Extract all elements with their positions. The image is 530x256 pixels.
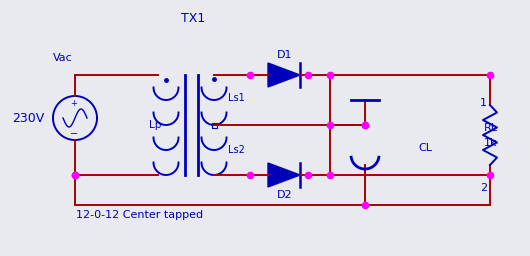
Text: −: − xyxy=(70,129,78,139)
Text: 1: 1 xyxy=(480,98,487,108)
Polygon shape xyxy=(268,163,300,187)
Text: 12-0-12 Center tapped: 12-0-12 Center tapped xyxy=(76,210,204,220)
Text: D2: D2 xyxy=(277,190,293,200)
Text: RL: RL xyxy=(484,123,498,133)
Text: +: + xyxy=(70,100,77,109)
Text: CL: CL xyxy=(418,143,432,153)
Text: TX1: TX1 xyxy=(181,12,205,25)
Text: 1k: 1k xyxy=(484,138,498,148)
Text: Lp: Lp xyxy=(149,120,161,130)
Text: 2: 2 xyxy=(480,183,487,193)
Text: Ls2: Ls2 xyxy=(228,145,245,155)
Text: Vac: Vac xyxy=(53,53,73,63)
Text: 230V: 230V xyxy=(12,112,44,124)
Bar xyxy=(211,123,216,127)
Text: Ls1: Ls1 xyxy=(228,93,245,103)
Polygon shape xyxy=(268,63,300,87)
Text: D1: D1 xyxy=(277,50,293,60)
